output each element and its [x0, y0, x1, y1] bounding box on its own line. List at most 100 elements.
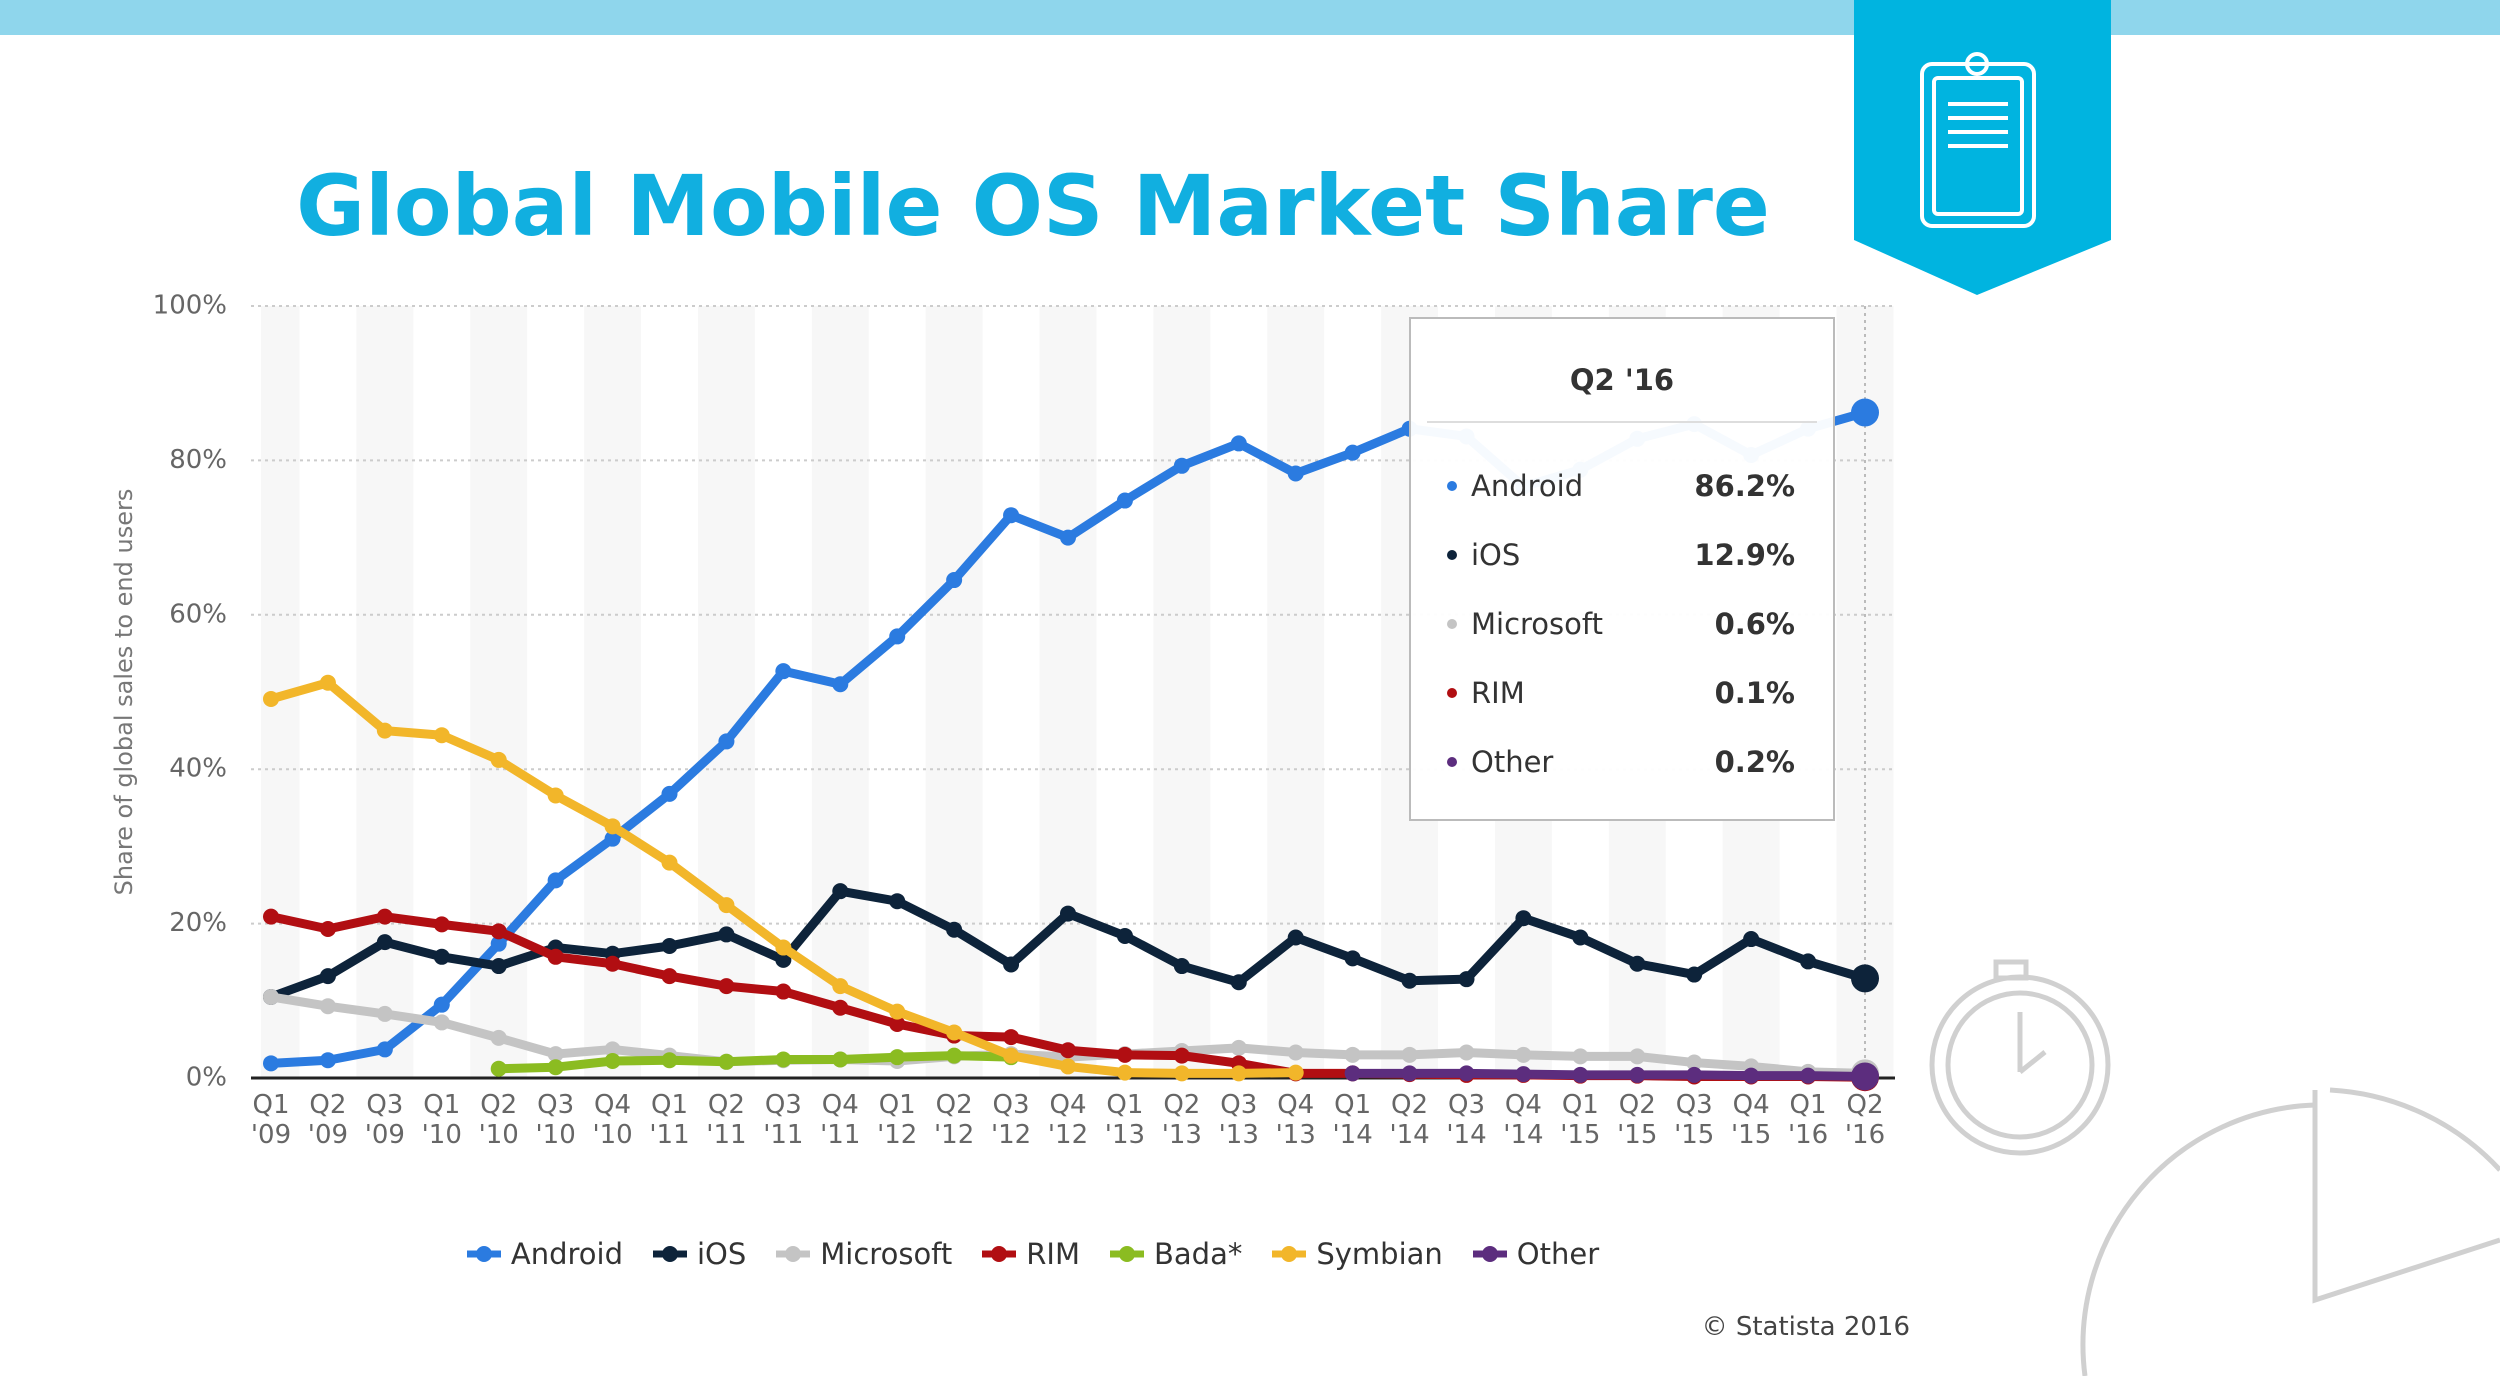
legend-swatch-dot — [1119, 1246, 1135, 1262]
data-point — [1515, 1046, 1532, 1063]
column-band — [1153, 306, 1211, 1078]
legend: Android iOS Microsoft RIM Bada* Symbian Other — [0, 1237, 2066, 1271]
legend-swatch-dot — [475, 1246, 492, 1262]
tooltip-row: Microsoft 0.6% — [1447, 607, 1795, 641]
data-point — [661, 1052, 678, 1069]
data-point — [376, 1005, 393, 1022]
data-point — [1344, 950, 1361, 967]
x-tick-label: Q1 '11 — [649, 1090, 690, 1150]
x-tick-label: Q1 '10 — [421, 1090, 462, 1150]
data-point — [1629, 1048, 1646, 1065]
data-point — [1851, 398, 1879, 427]
data-point — [1458, 1044, 1475, 1061]
data-point — [1003, 1029, 1020, 1046]
tooltip-name: RIM — [1471, 676, 1525, 710]
y-tick-label: 0% — [186, 1063, 227, 1093]
tooltip-value: 12.9% — [1694, 538, 1795, 572]
data-point — [775, 663, 792, 680]
credit: © Statista 2016 — [1701, 1312, 1910, 1342]
legend-swatch — [776, 1246, 811, 1262]
tooltip-value: 0.1% — [1714, 676, 1795, 710]
data-point — [433, 948, 450, 965]
legend-item: iOS — [652, 1237, 747, 1271]
data-point — [547, 948, 564, 965]
data-point — [1572, 1066, 1589, 1083]
data-point — [376, 1041, 393, 1058]
data-point — [1686, 1054, 1703, 1071]
data-point — [263, 908, 279, 925]
data-point — [319, 674, 336, 691]
data-point — [946, 1024, 963, 1041]
series-line — [1352, 1068, 1866, 1081]
data-point — [1287, 1044, 1304, 1061]
data-point — [661, 785, 678, 802]
tooltip-name: iOS — [1471, 538, 1521, 572]
x-tick-label: Q2 '16 — [1844, 1090, 1886, 1150]
data-point — [775, 939, 792, 956]
x-tick-label: Q4 '15 — [1731, 1090, 1772, 1150]
x-tick-label: Q3 '12 — [990, 1090, 1032, 1150]
x-tick-label: Q1 '12 — [877, 1090, 918, 1150]
data-point — [889, 1015, 906, 1032]
data-point — [1401, 1065, 1418, 1082]
data-point — [1116, 1064, 1133, 1081]
legend-swatch — [1472, 1246, 1507, 1262]
legend-label: Android — [510, 1237, 623, 1271]
x-tick-label: Q1 '14 — [1332, 1090, 1373, 1150]
y-tick-label: 40% — [169, 754, 227, 784]
legend-item: Symbian — [1272, 1237, 1443, 1271]
data-point — [319, 921, 336, 938]
legend-item: Android — [466, 1237, 623, 1271]
data-point — [1800, 1067, 1817, 1084]
x-tick-label: Q2 '12 — [934, 1090, 975, 1150]
legend-swatch-dot — [991, 1246, 1008, 1262]
data-point — [604, 1053, 621, 1070]
data-point — [832, 676, 849, 693]
data-point — [946, 1047, 963, 1064]
legend-swatch-dot — [661, 1246, 678, 1262]
tooltip-title: Q2 '16 — [1427, 363, 1817, 423]
data-point — [718, 926, 735, 943]
data-point — [1230, 435, 1247, 452]
data-point — [604, 1041, 621, 1058]
x-tick-label: Q1 '13 — [1104, 1090, 1146, 1150]
y-tick-label: 60% — [169, 599, 227, 629]
data-point — [718, 733, 735, 750]
data-point — [1287, 929, 1304, 946]
clipboard-icon — [1920, 52, 2036, 228]
data-point — [1060, 1058, 1076, 1075]
data-point — [263, 988, 279, 1005]
data-point — [1851, 1062, 1879, 1091]
x-tick-label: Q3 '13 — [1218, 1090, 1259, 1150]
legend-label: iOS — [696, 1237, 747, 1271]
data-point — [1116, 927, 1133, 944]
data-point — [1287, 1064, 1304, 1081]
data-point — [1344, 1065, 1361, 1082]
legend-item: Microsoft — [776, 1237, 952, 1271]
x-tick-label: Q4 '14 — [1503, 1090, 1544, 1150]
data-point — [1116, 492, 1133, 509]
data-point — [1800, 953, 1817, 970]
data-point — [718, 1053, 735, 1070]
data-point — [1401, 972, 1418, 989]
data-point — [946, 572, 963, 589]
x-tick-label: Q4 '10 — [592, 1090, 633, 1150]
data-point — [1173, 457, 1190, 474]
x-tick-label: Q4 '13 — [1275, 1090, 1316, 1150]
data-point — [1743, 931, 1760, 948]
x-tick-label: Q3 '10 — [535, 1090, 576, 1150]
x-tick-label: Q4 '12 — [1047, 1090, 1089, 1150]
data-point — [490, 751, 507, 768]
data-point — [547, 787, 564, 804]
data-point — [1173, 1047, 1190, 1064]
data-point — [1458, 971, 1475, 988]
data-point — [1003, 956, 1020, 973]
data-point — [490, 935, 507, 952]
data-point — [775, 951, 792, 968]
tooltip-row: Android 86.2% — [1447, 469, 1795, 503]
data-point — [376, 934, 393, 951]
data-point — [547, 1046, 564, 1063]
data-point — [604, 830, 621, 847]
x-tick-label: Q4 '11 — [820, 1090, 861, 1150]
legend-swatch — [466, 1246, 501, 1262]
